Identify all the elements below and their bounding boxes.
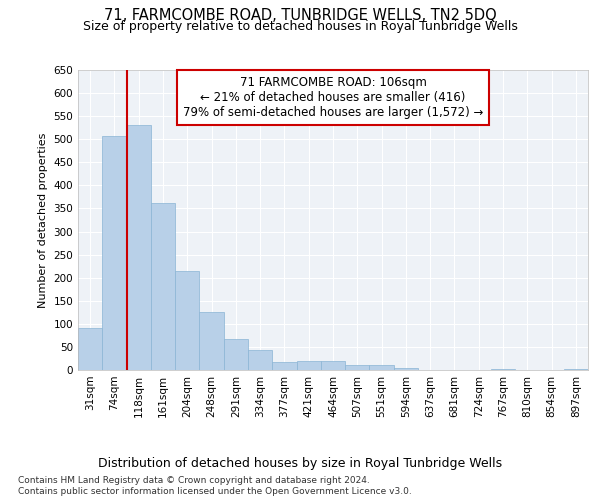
- Text: Contains public sector information licensed under the Open Government Licence v3: Contains public sector information licen…: [18, 487, 412, 496]
- Bar: [78, 328, 102, 370]
- Text: Contains HM Land Registry data © Crown copyright and database right 2024.: Contains HM Land Registry data © Crown c…: [18, 476, 370, 485]
- Bar: [491, 368, 515, 370]
- Bar: [345, 366, 370, 370]
- Text: 71, FARMCOMBE ROAD, TUNBRIDGE WELLS, TN2 5DQ: 71, FARMCOMBE ROAD, TUNBRIDGE WELLS, TN2…: [104, 8, 496, 22]
- Y-axis label: Number of detached properties: Number of detached properties: [38, 132, 48, 308]
- Bar: [394, 368, 418, 370]
- Bar: [127, 126, 151, 370]
- Bar: [296, 361, 321, 370]
- Bar: [151, 203, 175, 370]
- Bar: [272, 362, 296, 370]
- Bar: [102, 136, 127, 370]
- Bar: [370, 366, 394, 370]
- Bar: [199, 312, 224, 370]
- Text: Distribution of detached houses by size in Royal Tunbridge Wells: Distribution of detached houses by size …: [98, 458, 502, 470]
- Text: Size of property relative to detached houses in Royal Tunbridge Wells: Size of property relative to detached ho…: [83, 20, 517, 33]
- Bar: [224, 338, 248, 370]
- Text: 71 FARMCOMBE ROAD: 106sqm
← 21% of detached houses are smaller (416)
79% of semi: 71 FARMCOMBE ROAD: 106sqm ← 21% of detac…: [183, 76, 483, 119]
- Bar: [564, 369, 588, 370]
- Bar: [248, 350, 272, 370]
- Bar: [321, 361, 345, 370]
- Bar: [175, 271, 199, 370]
